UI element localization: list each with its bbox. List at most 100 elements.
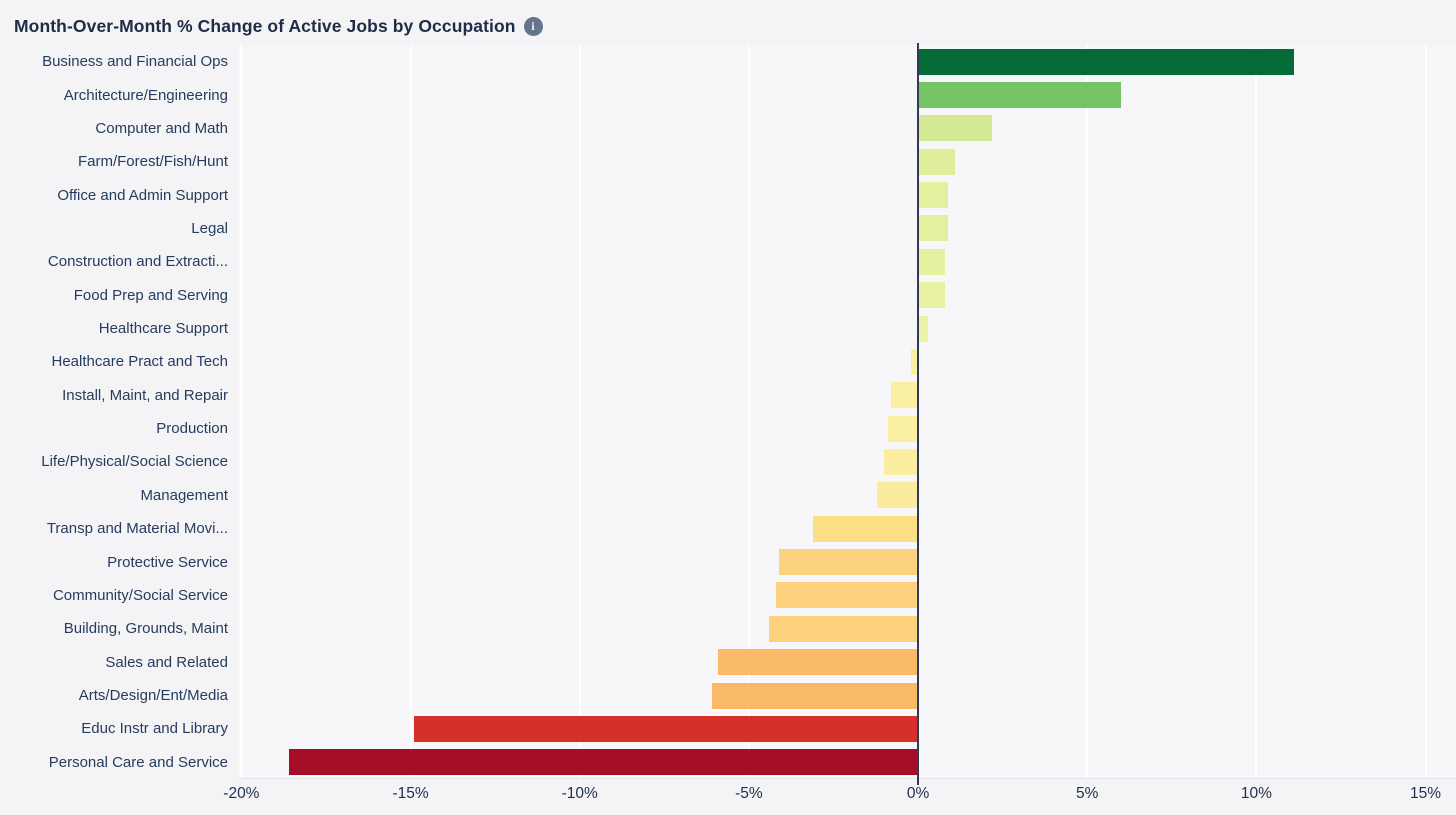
chart-row: Computer and Math	[0, 112, 1456, 145]
chart-row: Construction and Extracti...	[0, 245, 1456, 278]
chart-row: Business and Financial Ops	[0, 45, 1456, 78]
bar-track	[238, 178, 1456, 211]
bar-building-grounds-maint[interactable]	[769, 615, 919, 642]
category-label: Architecture/Engineering	[63, 86, 228, 104]
zero-axis-line	[917, 43, 920, 785]
chart-row: Protective Service	[0, 545, 1456, 578]
chart-row: Healthcare Support	[0, 312, 1456, 345]
gridline	[240, 45, 243, 778]
bar-track	[238, 412, 1456, 445]
category-label: Legal	[191, 219, 228, 237]
bar-protective-service[interactable]	[779, 549, 919, 576]
category-label: Management	[140, 486, 228, 504]
bar-track	[238, 746, 1456, 779]
gridline	[1424, 45, 1427, 778]
category-label: Community/Social Service	[52, 586, 228, 604]
x-tick-label: -15%	[392, 785, 429, 802]
chart-row: Office and Admin Support	[0, 178, 1456, 211]
bar-track	[238, 312, 1456, 345]
bar-track	[238, 545, 1456, 578]
category-label: Office and Admin Support	[57, 186, 228, 204]
chart-row: Production	[0, 412, 1456, 445]
page-title: Month-Over-Month % Change of Active Jobs…	[14, 15, 516, 36]
bar-track	[238, 78, 1456, 111]
bar-healthcare-pract-and-tech[interactable]	[911, 348, 919, 375]
chart-row: Management	[0, 479, 1456, 512]
category-label: Life/Physical/Social Science	[41, 453, 228, 471]
category-label: Building, Grounds, Maint	[63, 620, 228, 638]
bar-track	[238, 479, 1456, 512]
bar-arts-design-ent-media[interactable]	[711, 682, 919, 709]
x-tick-label: 5%	[1076, 785, 1099, 802]
bar-track	[238, 45, 1456, 78]
bar-track	[238, 712, 1456, 745]
chart-row: Community/Social Service	[0, 579, 1456, 612]
bar-legal[interactable]	[918, 215, 949, 242]
bar-construction-and-extracti[interactable]	[918, 248, 946, 275]
bar-farm-forest-fish-hunt[interactable]	[918, 148, 956, 175]
bar-office-and-admin-support[interactable]	[918, 182, 949, 209]
bar-track	[238, 379, 1456, 412]
bar-track	[238, 645, 1456, 678]
category-label: Business and Financial Ops	[42, 53, 228, 71]
bar-healthcare-support[interactable]	[918, 315, 929, 342]
bar-architecture-engineering[interactable]	[918, 82, 1122, 109]
gridline	[747, 45, 750, 778]
chart-row: Building, Grounds, Maint	[0, 612, 1456, 645]
chart-row: Install, Maint, and Repair	[0, 379, 1456, 412]
chart-row: Arts/Design/Ent/Media	[0, 679, 1456, 712]
bar-track	[238, 245, 1456, 278]
bar-track	[238, 112, 1456, 145]
bar-business-and-financial-ops[interactable]	[918, 48, 1294, 75]
bar-food-prep-and-serving[interactable]	[918, 282, 946, 309]
bar-personal-care-and-service[interactable]	[288, 749, 919, 776]
chart-row: Transp and Material Movi...	[0, 512, 1456, 545]
gridline	[409, 45, 412, 778]
category-label: Healthcare Pract and Tech	[51, 353, 229, 371]
chart-row: Architecture/Engineering	[0, 78, 1456, 111]
chart-row: Healthcare Pract and Tech	[0, 345, 1456, 378]
bar-life-physical-social-science[interactable]	[884, 448, 919, 475]
bar-transp-and-material-movi[interactable]	[813, 515, 919, 542]
chart-header: Month-Over-Month % Change of Active Jobs…	[0, 0, 1456, 45]
bar-track	[238, 679, 1456, 712]
bar-install-maint-and-repair[interactable]	[890, 382, 919, 409]
category-label: Computer and Math	[95, 119, 228, 137]
bar-track	[238, 212, 1456, 245]
category-label: Production	[156, 420, 228, 438]
bar-educ-instr-and-library[interactable]	[413, 715, 919, 742]
chart-rows: Business and Financial Ops Architecture/E…	[0, 45, 1456, 779]
x-axis: -20% -15% -10% -5% 0% 5% 10% 15%	[223, 779, 1456, 815]
x-tick-label: 15%	[1410, 785, 1442, 802]
chart-row: Farm/Forest/Fish/Hunt	[0, 145, 1456, 178]
category-label: Healthcare Support	[98, 320, 228, 338]
category-label: Arts/Design/Ent/Media	[78, 687, 228, 704]
bar-track	[238, 512, 1456, 545]
bar-track	[238, 345, 1456, 378]
bar-chart: Business and Financial Ops Architecture/E…	[0, 43, 1456, 785]
bar-sales-and-related[interactable]	[718, 649, 919, 676]
bar-track	[238, 445, 1456, 478]
info-icon[interactable]: i	[523, 16, 543, 36]
bar-track	[238, 579, 1456, 612]
x-tick-label: 10%	[1240, 785, 1272, 802]
chart-row: Food Prep and Serving	[0, 279, 1456, 312]
chart-row: Sales and Related	[0, 645, 1456, 678]
bar-management[interactable]	[877, 482, 919, 509]
x-tick-label: -20%	[223, 785, 260, 802]
bar-track	[238, 279, 1456, 312]
bar-track	[238, 145, 1456, 178]
category-label: Construction and Extracti...	[47, 253, 228, 271]
x-tick-label: 0%	[906, 785, 930, 802]
bar-production[interactable]	[887, 415, 919, 442]
category-label: Educ Instr and Library	[81, 720, 228, 738]
chart-row: Personal Care and Service	[0, 746, 1456, 779]
category-label: Farm/Forest/Fish/Hunt	[77, 153, 228, 171]
gridline	[578, 45, 581, 778]
gridline	[1255, 45, 1258, 778]
bar-computer-and-math[interactable]	[918, 115, 993, 142]
category-label: Food Prep and Serving	[73, 286, 228, 304]
bar-community-social-service[interactable]	[775, 582, 919, 609]
chart-row: Educ Instr and Library	[0, 712, 1456, 745]
